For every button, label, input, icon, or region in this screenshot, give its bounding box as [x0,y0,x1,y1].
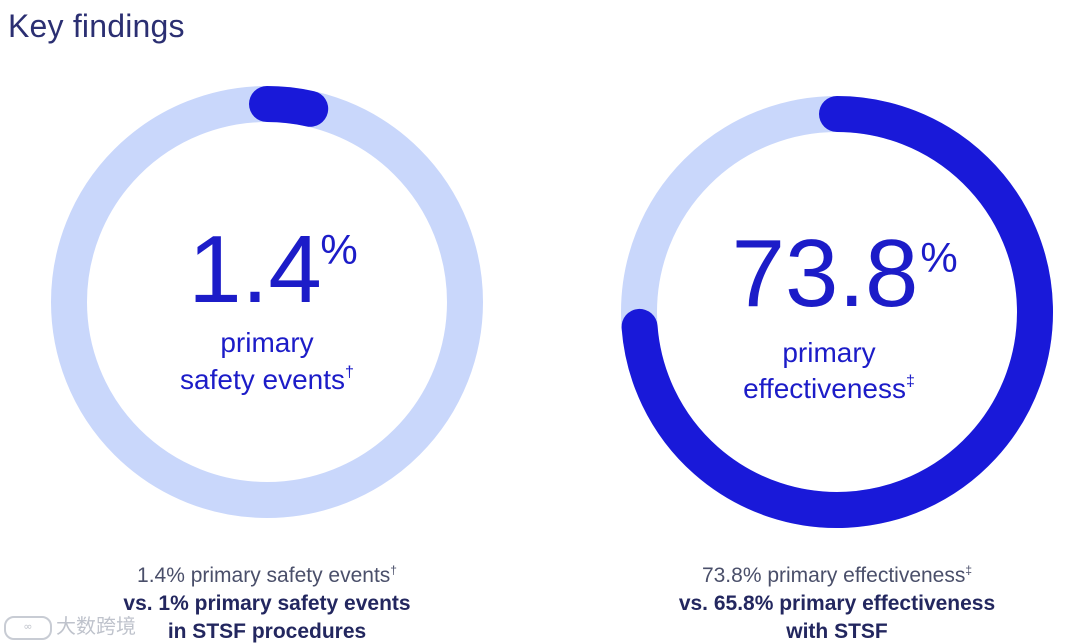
caption-effectiveness: 73.8% primary effectiveness‡ vs. 65.8% p… [627,556,1047,644]
caption-mark-safety: † [390,563,397,577]
caption-lead-safety: 1.4% primary safety events† [137,563,397,587]
donut-chart-effectiveness: 73.8 % primary effectiveness‡ [621,96,1053,528]
caption-comparison-effectiveness-1: vs. 65.8% primary effectiveness [678,592,996,615]
chart-center-line2-effectiveness: effectiveness‡ [743,373,915,404]
watermark: ∞ 大数跨境 [4,610,136,640]
chart-value-effectiveness: 73.8 [732,220,919,327]
chart-value-safety: 1.4 [188,216,321,323]
chart-center-text-effectiveness: effectiveness [743,373,906,404]
chart-unit-safety: % [320,226,357,273]
watermark-logo-icon: ∞ [4,615,52,640]
watermark-text: 大数跨境 [56,614,136,638]
donut-chart-safety: 1.4 % primary safety events† [51,86,483,518]
donut-arc-safety [249,86,329,127]
chart-center-text-safety: safety events [180,364,345,395]
caption-lead-text-safety: 1.4% primary safety events [137,564,391,587]
caption-mark-effectiveness: ‡ [965,563,973,577]
chart-center-line1-effectiveness: primary [782,337,875,368]
chart-unit-effectiveness: % [920,234,957,281]
caption-comparison-effectiveness-2: with STSF [786,620,888,643]
caption-comparison-safety-2: in STSF procedures [167,620,367,643]
chart-center-mark-effectiveness: ‡ [906,373,915,390]
chart-center-line2-safety: safety events† [180,364,354,395]
donut-arc-effectiveness [621,96,1053,528]
page-title: Key findings [8,8,185,44]
caption-lead-effectiveness: 73.8% primary effectiveness‡ [701,563,973,587]
chart-center-line1-safety: primary [220,327,313,358]
chart-center-mark-safety: † [345,364,354,381]
caption-lead-text-effectiveness: 73.8% primary effectiveness [701,564,966,587]
caption-safety: 1.4% primary safety events† vs. 1% prima… [57,556,477,644]
caption-comparison-safety-1: vs. 1% primary safety events [123,592,411,615]
